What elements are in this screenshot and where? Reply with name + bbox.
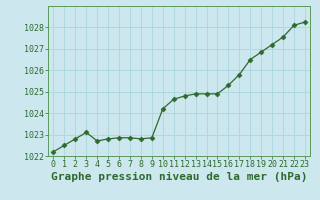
X-axis label: Graphe pression niveau de la mer (hPa): Graphe pression niveau de la mer (hPa): [51, 172, 308, 182]
